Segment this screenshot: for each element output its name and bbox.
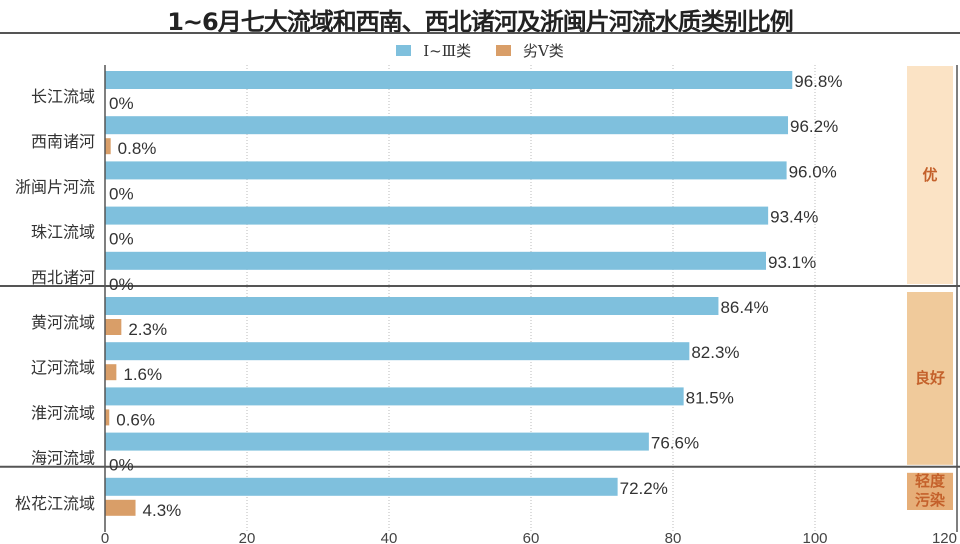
x-tick-label: 100 — [802, 530, 827, 544]
category-label: 西南诸河 — [31, 132, 95, 151]
bar-value-label: 0.6% — [116, 410, 155, 429]
bar-value-label: 72.2% — [620, 479, 668, 498]
bar-value-label: 0% — [109, 94, 134, 113]
category-label: 长江流域 — [31, 87, 95, 106]
group-label-box: 良好 — [907, 292, 953, 465]
x-tick-label: 80 — [665, 530, 682, 544]
bar-value-label: 86.4% — [720, 298, 768, 317]
category-label: 辽河流域 — [31, 358, 95, 377]
bar-value-label: 96.8% — [794, 72, 842, 91]
category-label: 珠江流域 — [31, 223, 95, 242]
bar-grade-5-worse — [105, 499, 136, 516]
bar-value-label: 0% — [109, 275, 134, 294]
bar-value-label: 93.1% — [768, 253, 816, 272]
chart-title: 1~6月七大流域和西南、西北诸河及浙闽片河流水质类别比例 — [167, 8, 794, 36]
bar-value-label: 96.2% — [790, 117, 838, 136]
group-label-box: 轻度污染 — [907, 472, 953, 510]
legend: Ⅰ~Ⅲ类 劣Ⅴ类 — [0, 40, 960, 61]
category-label: 淮河流域 — [31, 403, 95, 422]
legend-label: Ⅰ~Ⅲ类 — [423, 42, 472, 60]
x-tick-label: 0 — [101, 530, 109, 544]
group-label-box: 优 — [907, 66, 953, 284]
bar-value-label: 81.5% — [686, 388, 734, 407]
category-label: 黄河流域 — [31, 313, 95, 332]
group-box — [907, 472, 953, 510]
category-label: 海河流域 — [31, 449, 95, 468]
category-label: 西北诸河 — [31, 268, 95, 287]
bar-value-label: 4.3% — [143, 501, 182, 520]
bar-value-label: 0% — [109, 184, 134, 203]
bar-value-label: 0.8% — [118, 139, 157, 158]
title-divider — [0, 32, 960, 34]
x-tick-label: 120 — [932, 530, 957, 544]
x-tick-label: 40 — [381, 530, 398, 544]
bar-value-label: 93.4% — [770, 208, 818, 227]
group-box — [907, 292, 953, 465]
bar-grade-1-3 — [105, 387, 684, 406]
bar-value-label: 0% — [109, 456, 134, 475]
category-label: 浙闽片河流 — [15, 177, 95, 196]
bar-value-label: 76.6% — [651, 434, 699, 453]
bar-grade-1-3 — [105, 342, 690, 361]
bar-grade-1-3 — [105, 297, 719, 315]
bar-grade-5-worse — [105, 138, 111, 155]
bar-grade-1-3 — [105, 71, 793, 89]
legend-swatch — [495, 45, 511, 56]
x-tick-label: 60 — [523, 530, 540, 544]
legend-item-grade-1-3: Ⅰ~Ⅲ类 — [396, 40, 471, 61]
bar-grade-1-3 — [105, 251, 767, 270]
legend-label: 劣Ⅴ类 — [522, 42, 564, 60]
group-label: 良好 — [914, 368, 945, 387]
bar-value-label: 0% — [109, 230, 134, 249]
legend-item-grade-5-worse: 劣Ⅴ类 — [495, 40, 564, 61]
bar-grade-1-3 — [105, 206, 769, 225]
bar-grade-1-3 — [105, 477, 618, 496]
bar-value-label: 2.3% — [128, 320, 167, 339]
bar-grade-1-3 — [105, 116, 789, 135]
bar-value-label: 1.6% — [123, 365, 162, 384]
x-tick-label: 20 — [239, 530, 256, 544]
bar-value-label: 96.0% — [789, 162, 837, 181]
bar-grade-5-worse — [105, 319, 122, 335]
bar-value-label: 82.3% — [691, 343, 739, 362]
group-label: 优 — [922, 165, 938, 184]
bar-grade-5-worse — [105, 409, 110, 426]
bar-grade-1-3 — [105, 161, 787, 180]
bar-grade-5-worse — [105, 364, 117, 381]
bar-grade-1-3 — [105, 432, 649, 451]
group-box — [907, 66, 953, 284]
category-label: 松花江流域 — [15, 494, 95, 513]
legend-swatch — [396, 45, 412, 56]
group-label: 轻度污染 — [914, 472, 945, 510]
